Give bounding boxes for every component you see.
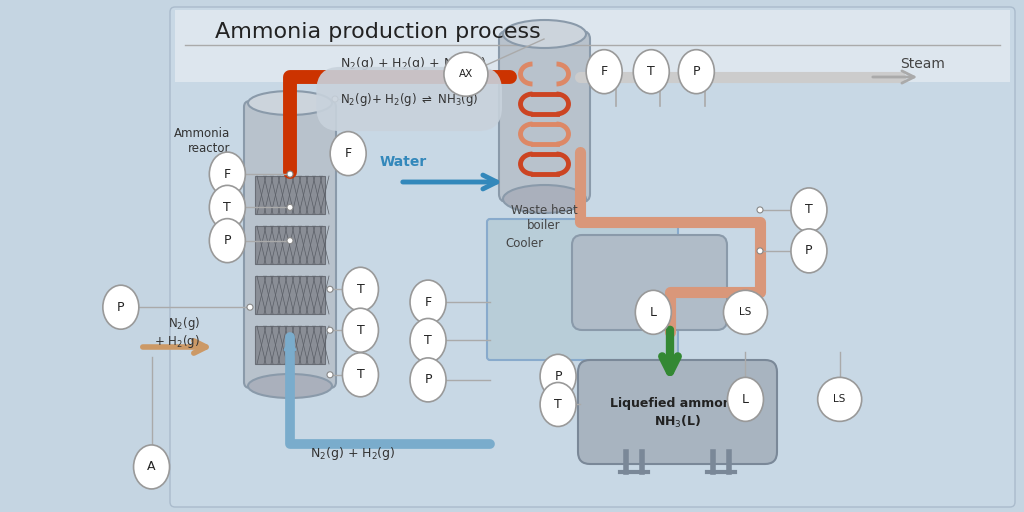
- FancyBboxPatch shape: [170, 7, 1015, 507]
- Ellipse shape: [209, 152, 246, 196]
- Bar: [255, 226, 325, 264]
- Text: P: P: [805, 244, 813, 258]
- Text: P: P: [554, 370, 562, 383]
- Text: AX: AX: [459, 69, 473, 79]
- FancyBboxPatch shape: [487, 219, 678, 360]
- Text: F: F: [601, 65, 607, 78]
- Text: LS: LS: [739, 307, 752, 317]
- FancyBboxPatch shape: [244, 101, 336, 388]
- Ellipse shape: [327, 372, 333, 378]
- Text: P: P: [117, 301, 125, 314]
- Text: F: F: [224, 167, 230, 181]
- Ellipse shape: [727, 377, 764, 421]
- Ellipse shape: [327, 327, 333, 333]
- Text: Steam: Steam: [900, 57, 945, 71]
- Ellipse shape: [702, 74, 708, 80]
- Text: L: L: [742, 393, 749, 406]
- Text: T: T: [647, 65, 655, 78]
- Ellipse shape: [209, 185, 246, 229]
- Ellipse shape: [410, 318, 446, 362]
- Text: T: T: [356, 283, 365, 296]
- Text: L: L: [650, 306, 656, 319]
- Text: Cooler: Cooler: [505, 237, 543, 250]
- Text: A: A: [147, 460, 156, 474]
- Ellipse shape: [342, 308, 379, 352]
- FancyBboxPatch shape: [572, 235, 727, 330]
- Text: T: T: [223, 201, 231, 214]
- Ellipse shape: [332, 96, 338, 102]
- Ellipse shape: [503, 20, 586, 48]
- Text: N$_2$(g): N$_2$(g): [168, 315, 200, 332]
- Text: P: P: [223, 234, 231, 247]
- Text: Ammonia production process: Ammonia production process: [215, 22, 541, 42]
- Text: P: P: [424, 373, 432, 387]
- FancyBboxPatch shape: [175, 10, 1010, 82]
- Bar: [255, 276, 325, 314]
- Text: F: F: [345, 147, 351, 160]
- Ellipse shape: [330, 132, 367, 176]
- Ellipse shape: [540, 382, 577, 426]
- Ellipse shape: [342, 353, 379, 397]
- Text: F: F: [425, 295, 431, 309]
- Text: P: P: [692, 65, 700, 78]
- Ellipse shape: [648, 74, 654, 80]
- Ellipse shape: [248, 91, 332, 115]
- Ellipse shape: [657, 74, 663, 80]
- Ellipse shape: [133, 445, 170, 489]
- Text: LS: LS: [834, 394, 846, 404]
- Ellipse shape: [287, 204, 293, 210]
- Text: T: T: [356, 368, 365, 381]
- Ellipse shape: [209, 219, 246, 263]
- Ellipse shape: [410, 280, 446, 324]
- Ellipse shape: [444, 52, 487, 96]
- Text: + H$_2$(g): + H$_2$(g): [155, 333, 200, 351]
- Ellipse shape: [248, 374, 332, 398]
- Ellipse shape: [586, 50, 623, 94]
- Text: N$_2$(g) + H$_2$(g): N$_2$(g) + H$_2$(g): [310, 445, 395, 462]
- Text: N$_2$(g) + H$_2$(g) + NH$_3$(g): N$_2$(g) + H$_2$(g) + NH$_3$(g): [340, 55, 486, 73]
- Ellipse shape: [613, 74, 618, 80]
- Ellipse shape: [102, 285, 139, 329]
- FancyBboxPatch shape: [499, 31, 590, 202]
- Ellipse shape: [601, 74, 607, 80]
- Text: T: T: [554, 398, 562, 411]
- Ellipse shape: [247, 304, 253, 310]
- Text: Water: Water: [380, 155, 427, 169]
- Ellipse shape: [678, 50, 715, 94]
- Text: NH$_3$(L): NH$_3$(L): [654, 414, 701, 430]
- FancyBboxPatch shape: [578, 360, 777, 464]
- Ellipse shape: [410, 358, 446, 402]
- Ellipse shape: [633, 50, 670, 94]
- Ellipse shape: [818, 377, 861, 421]
- Text: Waste heat
boiler: Waste heat boiler: [511, 204, 578, 232]
- Ellipse shape: [342, 267, 379, 311]
- Bar: [255, 176, 325, 214]
- Ellipse shape: [287, 238, 293, 244]
- Text: N$_2$(g)+ H$_2$(g) $\rightleftharpoons$ NH$_3$(g): N$_2$(g)+ H$_2$(g) $\rightleftharpoons$ …: [340, 91, 478, 108]
- Ellipse shape: [791, 188, 827, 232]
- Text: T: T: [356, 324, 365, 337]
- Ellipse shape: [791, 229, 827, 273]
- Text: T: T: [424, 334, 432, 347]
- Ellipse shape: [693, 74, 699, 80]
- Ellipse shape: [540, 354, 577, 398]
- Ellipse shape: [287, 171, 293, 177]
- Ellipse shape: [757, 248, 763, 254]
- Bar: [255, 326, 325, 364]
- Text: Ammonia
reactor: Ammonia reactor: [174, 127, 230, 155]
- Ellipse shape: [635, 290, 672, 334]
- Text: Liquefied ammonia: Liquefied ammonia: [610, 397, 744, 411]
- Text: T: T: [805, 203, 813, 217]
- Ellipse shape: [503, 185, 586, 213]
- Ellipse shape: [724, 290, 767, 334]
- Ellipse shape: [757, 207, 763, 213]
- Ellipse shape: [327, 286, 333, 292]
